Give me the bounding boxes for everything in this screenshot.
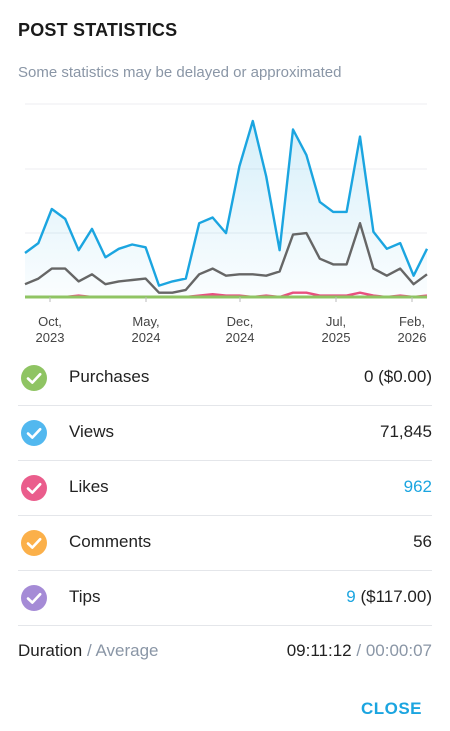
x-tick-label: Feb,	[399, 314, 425, 329]
stat-value: 71,845	[380, 422, 432, 441]
x-tick-label: 2024	[226, 330, 255, 345]
close-button[interactable]: CLOSE	[360, 699, 422, 718]
x-tick-label: May,	[132, 314, 159, 329]
x-tick-label: Jul,	[326, 314, 346, 329]
x-tick-label: 2023	[36, 330, 65, 345]
series-line-1	[24, 222, 428, 294]
stat-value: 962	[403, 477, 432, 496]
stat-row-comments: Comments 56	[18, 516, 432, 571]
x-tick-label: Dec,	[227, 314, 254, 329]
stat-value: 56	[413, 532, 432, 551]
comments-check-icon	[21, 530, 47, 556]
tips-check-icon	[21, 585, 47, 611]
series-line-0	[24, 119, 429, 287]
x-tick-label: 2026	[398, 330, 427, 345]
stat-row-likes: Likes 962	[18, 461, 432, 516]
stat-label: Purchases	[69, 367, 150, 386]
purchases-check-icon	[21, 365, 47, 391]
stat-value: 0 ($0.00)	[363, 367, 432, 386]
stat-label: Tips	[69, 587, 101, 606]
stat-label: Views	[69, 422, 115, 441]
x-tick-label: Oct,	[38, 314, 62, 329]
dialog-subtitle: Some statistics may be delayed or approx…	[18, 64, 342, 81]
views-check-icon	[21, 420, 47, 446]
x-tick-label: 2025	[322, 330, 351, 345]
series-area	[25, 121, 427, 297]
x-tick-label: 2024	[132, 330, 161, 345]
stat-label: Comments	[69, 532, 152, 551]
stat-value: 9 ($117.00)	[346, 587, 432, 606]
stat-label: Likes	[69, 477, 109, 496]
dialog-title: POST STATISTICS	[18, 20, 178, 40]
duration-label: Duration / Average	[18, 641, 159, 660]
stat-row-views: Views 71,845	[18, 406, 432, 461]
stats-list: Purchases 0 ($0.00) Views 71,845 Likes 9…	[0, 351, 450, 626]
duration-value: 09:11:12 / 00:00:07	[286, 641, 432, 660]
likes-check-icon	[21, 475, 47, 501]
stat-row-tips: Tips 9 ($117.00)	[18, 571, 432, 626]
stat-row-purchases: Purchases 0 ($0.00)	[18, 351, 432, 406]
